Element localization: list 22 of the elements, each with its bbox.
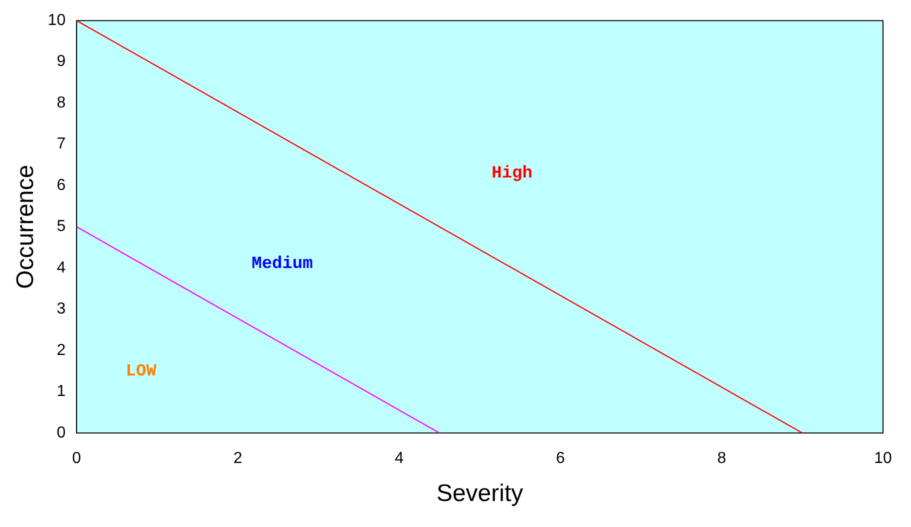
y-tick-label: 3 bbox=[56, 300, 66, 318]
x-tick-label: 0 bbox=[72, 450, 82, 468]
annotation: Medium bbox=[252, 255, 313, 274]
y-tick-label: 2 bbox=[56, 342, 66, 359]
y-tick-label: 9 bbox=[56, 53, 66, 70]
annotation: High bbox=[492, 164, 532, 184]
y-tick-label: 7 bbox=[56, 136, 66, 153]
y-tick-label: 10 bbox=[48, 12, 66, 30]
x-tick-label: 10 bbox=[874, 450, 892, 468]
y-tick-label: 6 bbox=[56, 176, 66, 194]
y-tick-label: 8 bbox=[56, 94, 66, 112]
x-tick-label: 2 bbox=[233, 450, 242, 468]
x-tick-label: 8 bbox=[717, 450, 726, 468]
y-tick-label: 5 bbox=[56, 218, 66, 236]
y-tick-label: 1 bbox=[56, 383, 66, 400]
y-tick-label: 0 bbox=[56, 424, 66, 442]
y-axis-title: Occurrence bbox=[12, 164, 40, 289]
x-axis-title: Severity bbox=[436, 480, 524, 508]
x-tick-label: 6 bbox=[556, 450, 565, 468]
annotation: LOW bbox=[126, 362, 158, 382]
x-tick-label: 4 bbox=[394, 450, 404, 468]
y-tick-label: 4 bbox=[56, 259, 66, 276]
